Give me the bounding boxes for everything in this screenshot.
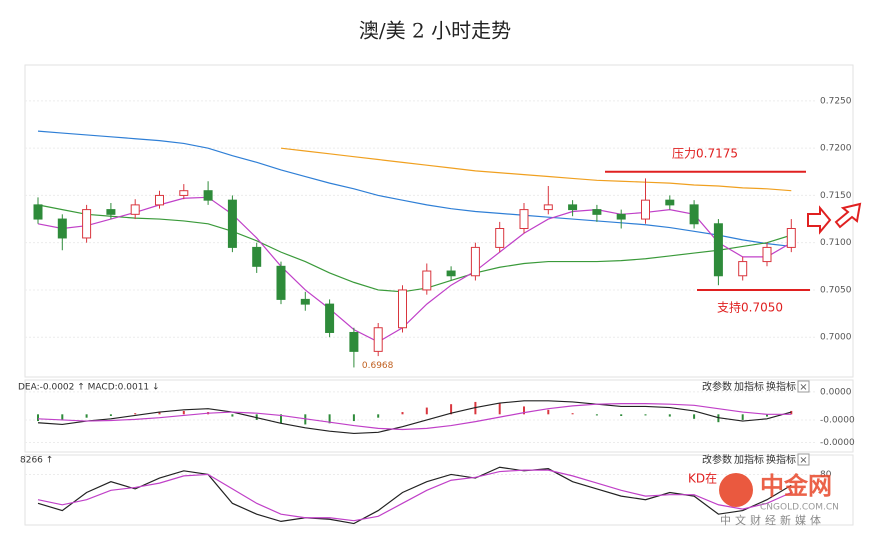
d-line [37, 469, 792, 522]
y-tick-label: 0.7150 [820, 191, 852, 201]
candle-body [568, 204, 578, 211]
y-tick-label: 0.7000 [820, 333, 852, 343]
k-line [37, 466, 792, 525]
candle-body [106, 209, 116, 215]
candle-body [155, 194, 164, 206]
watermark-logo [719, 473, 753, 507]
close-button[interactable]: × [799, 455, 807, 466]
ma-line [37, 130, 792, 248]
candle-body [179, 190, 189, 196]
candle-body [616, 213, 626, 220]
candle-body [422, 270, 432, 291]
watermark-name: 中金网 [760, 472, 832, 500]
candle-body [786, 228, 796, 248]
panel-button[interactable]: 改参数 [702, 453, 732, 466]
close-button[interactable]: × [799, 382, 807, 393]
panel-button[interactable]: 改参数 [702, 380, 732, 393]
support-label: 支持0.7050 [717, 299, 783, 314]
kd-note: KD在 [688, 472, 717, 486]
candle-body [130, 204, 140, 215]
arrow-right [807, 205, 832, 235]
candle-body [252, 246, 262, 267]
candle-body [373, 327, 383, 352]
arrows [807, 202, 862, 235]
watermark-site: CNGOLD.COM.CN [760, 503, 839, 513]
candle-body [641, 199, 650, 220]
candle-body [519, 209, 529, 230]
y-tick-label: 80 [820, 470, 832, 480]
arrow-up [834, 202, 862, 229]
candle-body [203, 190, 213, 201]
panel-button[interactable]: 加指标 [734, 453, 764, 466]
ma-line [280, 147, 792, 192]
close-box [797, 380, 810, 393]
candle-body [227, 199, 237, 248]
candle-body [543, 204, 553, 211]
candle-body [470, 246, 480, 277]
candle-body [349, 331, 359, 352]
candle-body [495, 228, 505, 248]
panel-button[interactable]: 加指标 [734, 380, 764, 393]
y-tick-label: 0.7100 [820, 238, 852, 248]
panel-button[interactable]: 换指标 [766, 453, 796, 466]
dif-line [37, 400, 792, 435]
macd-header: DEA:-0.0002 ↑ MACD:0.0011 ↓ [18, 383, 160, 393]
candle-body [713, 223, 723, 277]
macd-panel [24, 379, 854, 453]
close-box [797, 453, 810, 466]
ma-line [37, 204, 792, 293]
low-label: 0.6968 [362, 361, 394, 371]
resistance-label: 压力0.7175 [672, 146, 738, 160]
kd-header: 8266 ↑ [20, 456, 53, 466]
candle-body [57, 218, 67, 239]
candle-body [665, 199, 675, 206]
chart-title: 澳/美 2 小时走势 [359, 19, 511, 43]
candle-body [325, 303, 335, 333]
y-tick-label: 0.7200 [820, 144, 852, 154]
y-tick-label: 0.0000 [820, 387, 852, 397]
price-panel [24, 64, 854, 378]
candle-body [398, 289, 407, 329]
candle-body [300, 298, 310, 305]
dea-line [37, 403, 792, 431]
candle-body [33, 204, 43, 220]
kd-panel [24, 454, 854, 526]
y-tick-label: 0.7250 [820, 96, 852, 106]
y-tick-label: -0.0000 [820, 438, 855, 448]
candle-body [592, 209, 602, 215]
candle-body [446, 270, 456, 277]
candle-body [276, 265, 286, 300]
candle-body [762, 246, 772, 263]
watermark-slogan: 中文财经新媒体 [720, 513, 825, 527]
candle-body [689, 204, 699, 225]
candle-body [738, 261, 748, 277]
candle-body [82, 209, 92, 239]
y-tick-label: -0.0000 [820, 415, 855, 425]
y-tick-label: 0.7050 [820, 285, 852, 295]
panel-button[interactable]: 换指标 [766, 380, 796, 393]
